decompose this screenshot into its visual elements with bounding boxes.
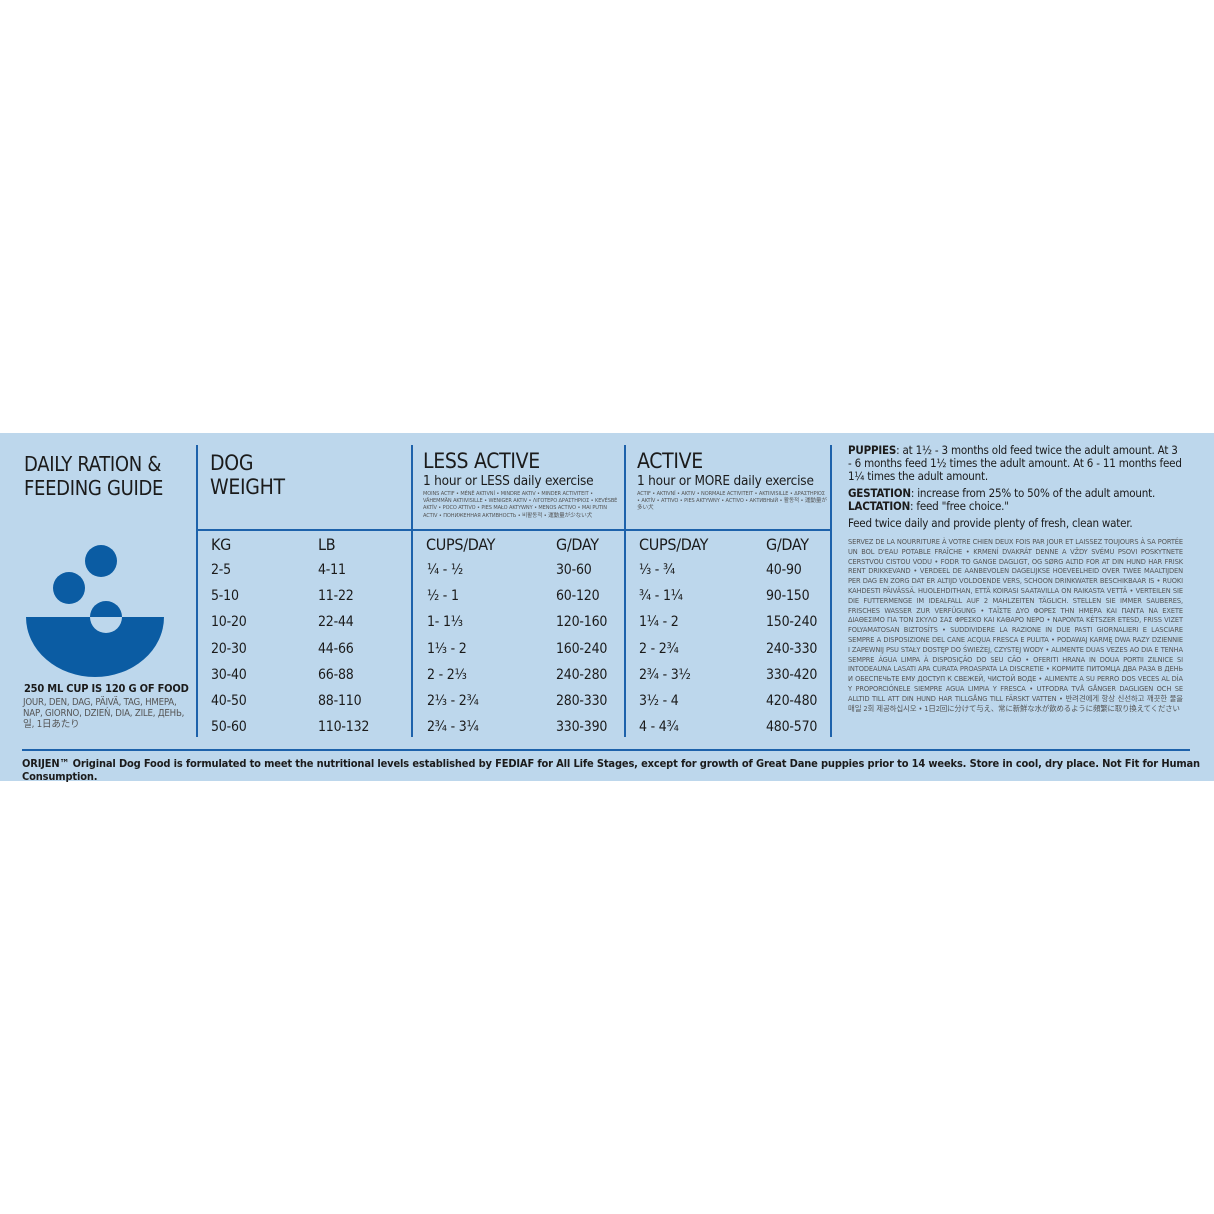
gestation-note: GESTATION: increase from 25% to 50% of t… [848, 487, 1183, 500]
food-bowl-icon [26, 545, 164, 677]
day-translations: JOUR, DEN, DAG, PÄIVÄ, TAG, HMEPA, NAP, … [23, 697, 185, 730]
col-active-cups: CUPS/DAY [639, 535, 709, 554]
lactation-note: LACTATION: feed "free choice." [848, 500, 1183, 513]
cell-kg: 5-10 [211, 588, 239, 605]
cell-lb: 66-88 [318, 666, 354, 683]
col-less-g: G/DAY [556, 535, 599, 554]
cell-active-cups: 4 - 4¾ [639, 719, 679, 736]
cell-active-cups: ⅓ - ¾ [639, 562, 675, 578]
lactation-label: LACTATION [848, 499, 911, 513]
cell-less-cups: 1- 1⅓ [427, 614, 463, 631]
active-heading: ACTIVE [637, 449, 703, 473]
cell-active-g: 40-90 [766, 562, 802, 578]
cell-less-g: 240-280 [556, 666, 608, 683]
title-line: FEEDING GUIDE [24, 476, 164, 500]
cell-active-g: 240-330 [766, 640, 818, 657]
cell-active-cups: 1¼ - 2 [639, 614, 679, 631]
cell-less-g: 30-60 [556, 562, 592, 578]
active-translations: ACTIF • AKTIVNÍ • AKTIV • NORMALE ACTIVI… [637, 491, 827, 512]
puppies-label: PUPPIES [848, 443, 897, 457]
cell-active-g: 420-480 [766, 693, 818, 709]
cell-less-cups: 2¾ - 3¼ [427, 719, 479, 736]
cell-active-cups: 2 - 2¾ [639, 640, 679, 657]
dog-weight-heading: DOG WEIGHT [210, 451, 285, 499]
cup-note: 250 ML CUP IS 120 G OF FOOD [24, 682, 189, 695]
cell-active-cups: ¾ - 1¼ [639, 588, 683, 605]
feed-twice-note: Feed twice daily and provide plenty of f… [848, 516, 1133, 530]
less-active-heading: LESS ACTIVE [423, 449, 540, 473]
cell-lb: 44-66 [318, 640, 354, 657]
less-active-subheading: 1 hour or LESS daily exercise [423, 473, 594, 489]
cell-kg: 10-20 [211, 614, 247, 631]
cell-less-cups: 1⅓ - 2 [427, 640, 467, 657]
gestation-label: GESTATION [848, 486, 911, 500]
cell-less-cups: ½ - 1 [427, 588, 459, 605]
cell-less-cups: 2⅓ - 2¾ [427, 693, 479, 709]
cell-kg: 2-5 [211, 562, 231, 578]
cell-lb: 4-11 [318, 562, 346, 578]
cell-lb: 22-44 [318, 614, 354, 631]
cell-less-g: 330-390 [556, 719, 608, 736]
less-active-translations: MOINS ACTIF • MÉNĚ AKTIVNÍ • MINDRE AKTI… [423, 491, 618, 519]
cell-less-cups: 2 - 2⅓ [427, 666, 467, 683]
divider [830, 445, 832, 737]
feeding-translations: SERVEZ DE LA NOURRITURE À VOTRE CHIEN DE… [848, 537, 1183, 713]
cell-less-g: 60-120 [556, 588, 600, 605]
cell-kg: 50-60 [211, 719, 247, 736]
notes: PUPPIES: at 1½ - 3 months old feed twice… [848, 444, 1183, 713]
cell-active-cups: 3½ - 4 [639, 693, 679, 709]
col-active-g: G/DAY [766, 535, 809, 554]
puppies-text: : at 1½ - 3 months old feed twice the ad… [848, 443, 1182, 483]
col-lb: LB [318, 535, 336, 554]
cell-lb: 11-22 [318, 588, 354, 605]
header-divider [197, 529, 832, 531]
title-line: DAILY RATION & [24, 452, 162, 476]
lactation-text: : feed "free choice." [910, 499, 1009, 513]
cell-less-g: 160-240 [556, 640, 608, 657]
col-less-cups: CUPS/DAY [426, 535, 496, 554]
active-header: ACTIVE 1 hour or MORE daily exercise ACT… [637, 449, 827, 513]
cell-lb: 88-110 [318, 693, 362, 709]
cell-active-g: 90-150 [766, 588, 810, 605]
cell-active-g: 480-570 [766, 719, 818, 736]
cell-kg: 30-40 [211, 666, 247, 683]
active-subheading: 1 hour or MORE daily exercise [637, 473, 814, 489]
col-kg: KG [211, 535, 231, 554]
puppies-note: PUPPIES: at 1½ - 3 months old feed twice… [848, 444, 1183, 483]
guide-title: DAILY RATION & FEEDING GUIDE [24, 452, 163, 500]
less-active-header: LESS ACTIVE 1 hour or LESS daily exercis… [423, 449, 619, 520]
heading-line: WEIGHT [210, 475, 285, 499]
feeding-guide-panel: DAILY RATION & FEEDING GUIDE 250 ML CUP … [0, 433, 1214, 783]
cell-kg: 20-30 [211, 640, 247, 657]
footer-statement: ORIJEN™ Original Dog Food is formulated … [22, 757, 1200, 783]
cell-lb: 110-132 [318, 719, 370, 736]
divider [624, 445, 626, 737]
gestation-text: : increase from 25% to 50% of the adult … [910, 486, 1156, 500]
cell-active-g: 330-420 [766, 666, 818, 683]
cell-less-cups: ¼ - ½ [427, 562, 463, 578]
cell-active-cups: 2¾ - 3½ [639, 666, 691, 683]
cell-active-g: 150-240 [766, 614, 818, 631]
footer-rule [22, 749, 1190, 751]
cell-less-g: 280-330 [556, 693, 608, 709]
cell-kg: 40-50 [211, 693, 247, 709]
divider [411, 445, 413, 737]
divider [196, 445, 198, 737]
heading-line: DOG [210, 451, 254, 475]
cell-less-g: 120-160 [556, 614, 608, 631]
